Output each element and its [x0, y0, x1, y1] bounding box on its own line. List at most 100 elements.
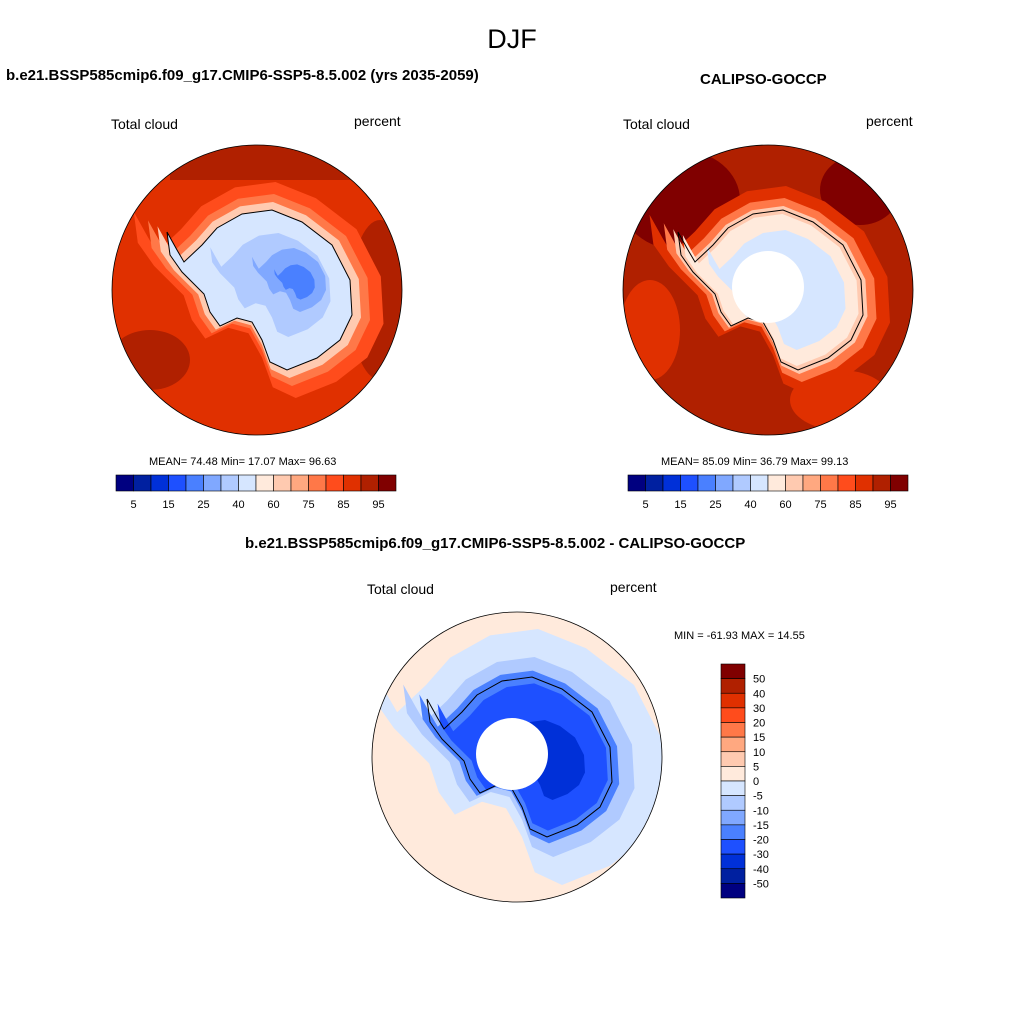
- colorbar-swatch: [720, 692, 746, 709]
- panel1-units-label: percent: [354, 113, 401, 129]
- colorbar-swatch: [343, 474, 362, 492]
- colorbar-swatch: [732, 474, 751, 492]
- colorbar-swatch: [133, 474, 152, 492]
- colorbar-swatch: [785, 474, 804, 492]
- colorbar-swatch: [720, 824, 746, 840]
- panel1-title: b.e21.BSSP585cmip6.f09_g17.CMIP6-SSP5-8.…: [6, 67, 479, 84]
- colorbar-swatch: [820, 474, 839, 492]
- panel2-units-label: percent: [866, 113, 913, 129]
- colorbar-swatch: [855, 474, 874, 492]
- colorbar-tick-label: 10: [753, 747, 765, 759]
- colorbar-swatch: [767, 474, 786, 492]
- colorbar-tick-label: 5: [753, 761, 759, 773]
- colorbar-tick-label: 40: [753, 688, 765, 700]
- colorbar-tick-label: -30: [753, 849, 769, 861]
- colorbar-tick-label: -15: [753, 820, 769, 832]
- colorbar-swatch: [720, 795, 746, 811]
- colorbar-swatch: [325, 474, 344, 492]
- colorbar-swatch: [308, 474, 327, 492]
- colorbar-swatch: [680, 474, 699, 492]
- colorbar-swatch: [203, 474, 222, 492]
- colorbar-swatch: [720, 839, 746, 855]
- colorbar-swatch: [150, 474, 169, 492]
- colorbar-swatch: [720, 853, 746, 870]
- colorbar-swatch: [290, 474, 309, 492]
- colorbar-swatch: [720, 751, 746, 767]
- colorbar-tick-label: 75: [814, 499, 826, 511]
- colorbar-swatch: [750, 474, 769, 492]
- difference-map-missing-data: [476, 718, 548, 790]
- panel3-title: b.e21.BSSP585cmip6.f09_g17.CMIP6-SSP5-8.…: [245, 535, 746, 552]
- colorbar-swatch: [720, 766, 746, 782]
- colorbar-tick-label: -10: [753, 805, 769, 817]
- colorbar-tick-label: 20: [753, 718, 765, 730]
- colorbar-swatch: [890, 474, 909, 492]
- model-map-border: [111, 144, 403, 436]
- colorbar-tick-label: 50: [753, 674, 765, 686]
- colorbar-tick-label: -20: [753, 835, 769, 847]
- colorbar-swatch: [720, 809, 746, 826]
- colorbar-tick-label: 15: [753, 732, 765, 744]
- colorbar-swatch: [115, 474, 134, 492]
- panel3-units-label: percent: [610, 579, 657, 595]
- colorbar-tick-label: 75: [302, 499, 314, 511]
- colorbar-swatch: [273, 474, 292, 492]
- colorbar-tick-label: 15: [162, 499, 174, 511]
- obs-map-border: [622, 144, 914, 436]
- difference-map-border: [371, 611, 663, 903]
- colorbar-tick-label: 0: [753, 776, 759, 788]
- colorbar-tick-label: 30: [753, 703, 765, 715]
- panel3-variable-label: Total cloud: [367, 581, 434, 597]
- colorbar-swatch: [697, 474, 716, 492]
- obs-map-missing-data: [732, 251, 804, 323]
- colorbar-swatch: [238, 474, 257, 492]
- panel1-variable-label: Total cloud: [111, 116, 178, 132]
- colorbar-tick-label: 5: [130, 499, 136, 511]
- colorbar-swatch: [720, 736, 746, 753]
- colorbar-tick-label: 95: [884, 499, 896, 511]
- difference-map: [372, 612, 662, 902]
- colorbar-swatch: [720, 780, 746, 796]
- colorbar-swatch: [662, 474, 681, 492]
- colorbar-swatch: [255, 474, 274, 492]
- panel2-variable-label: Total cloud: [623, 116, 690, 132]
- colorbar-tick-label: 40: [232, 499, 244, 511]
- colorbar-tick-label: 25: [197, 499, 209, 511]
- obs-colorbar: 5 15 25 40 60 75 85 95: [627, 474, 909, 511]
- colorbar-tick-label: 85: [849, 499, 861, 511]
- colorbar-tick-label: 60: [779, 499, 791, 511]
- colorbar-swatch: [720, 678, 746, 694]
- colorbar-swatch: [872, 474, 891, 492]
- colorbar-swatch: [720, 707, 746, 723]
- colorbar-tick-label: 5: [642, 499, 648, 511]
- colorbar-swatch: [360, 474, 379, 492]
- obs-map: [623, 145, 913, 435]
- colorbar-swatch: [802, 474, 821, 492]
- colorbar-tick-label: 15: [674, 499, 686, 511]
- colorbar-swatch: [720, 883, 746, 899]
- colorbar-swatch: [720, 663, 746, 679]
- model-colorbar: 5 15 25 40 60 75 85 95: [115, 474, 397, 511]
- colorbar-swatch: [378, 474, 397, 492]
- colorbar-tick-label: 40: [744, 499, 756, 511]
- panel2-title: CALIPSO-GOCCP: [700, 71, 827, 88]
- colorbar-swatch: [837, 474, 856, 492]
- colorbar-tick-label: 60: [267, 499, 279, 511]
- colorbar-swatch: [715, 474, 734, 492]
- colorbar-swatch: [185, 474, 204, 492]
- colorbar-tick-label: -40: [753, 864, 769, 876]
- colorbar-swatch: [168, 474, 187, 492]
- figure-title: DJF: [487, 24, 537, 54]
- colorbar-swatch: [720, 722, 746, 738]
- model-map: [112, 145, 402, 435]
- colorbar-tick-label: 25: [709, 499, 721, 511]
- colorbar-tick-label: 85: [337, 499, 349, 511]
- colorbar-swatch: [220, 474, 239, 492]
- colorbar-tick-label: -5: [753, 791, 763, 803]
- colorbar-tick-label: -50: [753, 878, 769, 890]
- colorbar-tick-label: 95: [372, 499, 384, 511]
- panel2-stats: MEAN= 85.09 Min= 36.79 Max= 99.13: [661, 456, 849, 468]
- colorbar-swatch: [627, 474, 646, 492]
